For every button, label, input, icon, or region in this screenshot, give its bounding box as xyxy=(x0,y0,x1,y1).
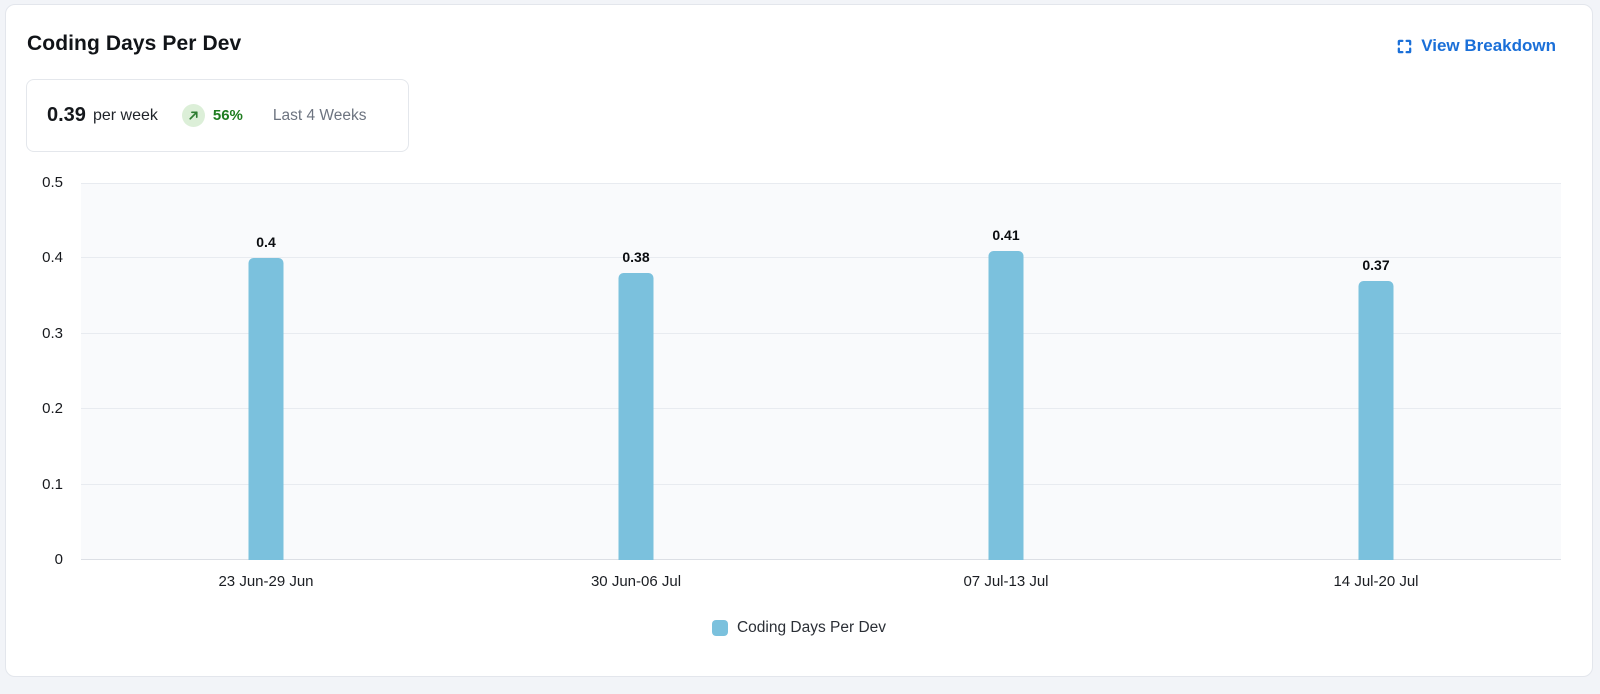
bar-group: 0.38 xyxy=(618,183,654,560)
stat-unit: per week xyxy=(92,106,158,124)
gridline xyxy=(81,183,1561,184)
y-axis-tick-label: 0.3 xyxy=(42,324,63,342)
y-axis-tick-label: 0.2 xyxy=(42,400,63,418)
stat-change-percent: 56% xyxy=(212,107,243,124)
gridline xyxy=(81,559,1561,560)
gridline xyxy=(81,483,1561,485)
bar[interactable] xyxy=(988,250,1024,560)
arrow-up-right-icon xyxy=(187,109,200,122)
legend-label: Coding Days Per Dev xyxy=(736,619,887,636)
summary-stat-card: 0.39 per week 56% Last 4 Weeks xyxy=(26,79,409,152)
legend-item[interactable]: Coding Days Per Dev xyxy=(6,619,1592,637)
gridline xyxy=(81,408,1561,410)
bar-group: 0.37 xyxy=(1358,183,1394,560)
bar-group: 0.41 xyxy=(988,183,1024,560)
bar[interactable] xyxy=(618,273,654,560)
y-axis-tick-label: 0.5 xyxy=(42,174,63,191)
view-breakdown-button[interactable]: View Breakdown xyxy=(1396,36,1556,56)
bar-chart: 0.4 0.38 0.41 0.37 Coding Days Per Dev 0 0.1… xyxy=(6,5,1592,676)
plot-area: 0.4 0.38 0.41 0.37 xyxy=(81,183,1561,560)
trend-badge xyxy=(181,104,205,127)
gridline xyxy=(81,257,1561,259)
bar-group: 0.4 xyxy=(248,183,284,560)
expand-icon xyxy=(1396,38,1413,55)
x-axis-label: 23 Jun-29 Jun xyxy=(218,573,314,590)
bar[interactable] xyxy=(248,258,284,560)
stat-period: Last 4 Weeks xyxy=(272,106,367,124)
y-axis-tick-label: 0 xyxy=(54,551,63,568)
bar-value-label: 0.38 xyxy=(622,249,650,266)
y-axis-tick-label: 0.1 xyxy=(42,475,63,493)
x-axis-label: 30 Jun-06 Jul xyxy=(590,573,682,590)
bar-value-label: 0.41 xyxy=(992,226,1020,243)
gridline xyxy=(81,332,1561,334)
view-breakdown-label: View Breakdown xyxy=(1421,36,1556,55)
bar-value-label: 0.4 xyxy=(256,234,276,251)
legend-swatch xyxy=(711,620,728,636)
bar-value-label: 0.37 xyxy=(1362,257,1390,274)
coding-days-card: Coding Days Per Dev View Breakdown 0.39 … xyxy=(5,4,1593,677)
x-axis-label: 07 Jul-13 Jul xyxy=(963,573,1049,590)
x-axis-label: 14 Jul-20 Jul xyxy=(1333,573,1419,590)
y-axis-tick-label: 0.4 xyxy=(42,249,63,267)
stat-value: 0.39 xyxy=(47,104,86,126)
bar[interactable] xyxy=(1358,281,1394,560)
page-title: Coding Days Per Dev xyxy=(27,32,242,55)
